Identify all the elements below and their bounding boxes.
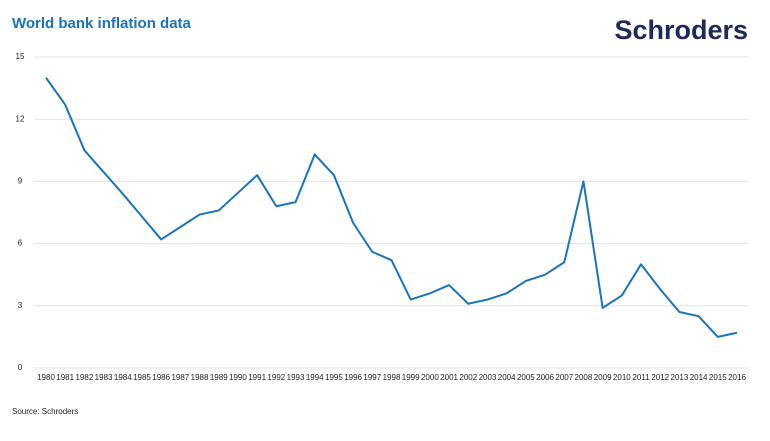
x-tick-label: 2015	[709, 373, 727, 382]
x-tick-label: 1983	[95, 373, 113, 382]
y-tick-label: 15	[16, 52, 25, 61]
series-line	[45, 77, 738, 338]
x-tick-label: 1984	[114, 373, 132, 382]
x-tick-label: 1990	[229, 373, 247, 382]
chart-title: World bank inflation data	[12, 15, 192, 32]
x-tick-label: 1992	[267, 373, 285, 382]
x-tick-label: 2012	[651, 373, 669, 382]
x-tick-label: 2016	[728, 373, 746, 382]
x-tick-label: 2007	[555, 373, 573, 382]
x-tick-label: 1987	[171, 373, 189, 382]
x-tick-label: 1981	[56, 373, 74, 382]
x-tick-label: 1999	[402, 373, 420, 382]
x-tick-label: 2003	[479, 373, 497, 382]
y-tick-label: 6	[18, 239, 23, 248]
x-tick-label: 2005	[517, 373, 535, 382]
x-tick-label: 1989	[210, 373, 228, 382]
x-tick-label: 1986	[152, 373, 170, 382]
x-tick-label: 1997	[363, 373, 381, 382]
y-tick-label: 12	[16, 114, 25, 123]
brand-logo: Schroders	[614, 15, 748, 45]
x-tick-label: 1988	[191, 373, 209, 382]
x-tick-label: 2008	[575, 373, 593, 382]
x-tick-label: 1980	[37, 373, 55, 382]
x-tick-label: 2011	[632, 373, 650, 382]
x-tick-label: 1998	[383, 373, 401, 382]
x-tick-label: 2002	[459, 373, 477, 382]
x-tick-label: 2009	[594, 373, 612, 382]
x-tick-label: 2013	[671, 373, 689, 382]
x-tick-label: 1994	[306, 373, 324, 382]
x-tick-label: 2001	[440, 373, 458, 382]
x-tick-label: 1985	[133, 373, 151, 382]
y-tick-label: 0	[18, 363, 23, 372]
y-tick-label: 3	[18, 301, 23, 310]
x-tick-label: 2000	[421, 373, 439, 382]
x-tick-label: 2006	[536, 373, 554, 382]
x-tick-label: 2004	[498, 373, 516, 382]
x-tick-label: 1993	[287, 373, 305, 382]
x-tick-label: 1995	[325, 373, 343, 382]
y-tick-label: 9	[18, 177, 23, 186]
x-tick-label: 1991	[248, 373, 266, 382]
source-note: Source: Schroders	[12, 407, 78, 416]
x-tick-label: 2010	[613, 373, 631, 382]
x-tick-label: 1982	[75, 373, 93, 382]
x-tick-label: 2014	[690, 373, 708, 382]
x-tick-label: 1996	[344, 373, 362, 382]
